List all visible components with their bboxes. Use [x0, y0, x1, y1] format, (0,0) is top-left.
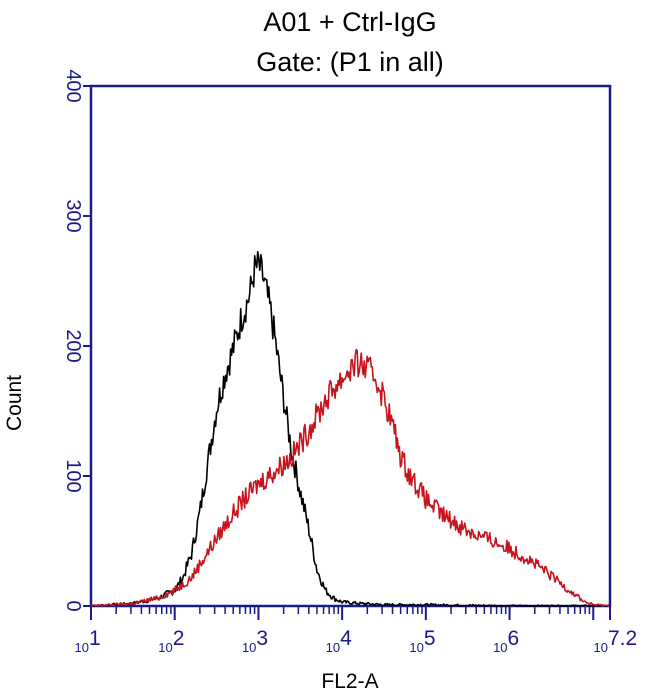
x-tick-label: 10 4	[326, 627, 352, 655]
y-tick-labels: 0 100 200 300 400	[62, 69, 84, 611]
control-histogram-line	[90, 250, 610, 607]
chart-subtitle: Gate: (P1 in all)	[256, 47, 444, 77]
x-tick-exponent: 2	[173, 627, 185, 650]
x-tick-label: 10 6	[493, 627, 519, 655]
x-tick-exponent: 6	[508, 627, 520, 650]
x-tick-base: 10	[409, 640, 423, 655]
sample-histogram-line	[90, 348, 610, 607]
y-tick-label: 0	[62, 600, 84, 611]
y-tick-marks	[83, 85, 91, 607]
x-tick-label: 10 5	[409, 627, 435, 655]
x-axis-label: FL2-A	[321, 670, 378, 693]
y-tick-label: 100	[62, 459, 84, 492]
x-tick-label: 10 3	[242, 627, 268, 655]
plot-frame	[89, 84, 612, 608]
x-tick-label: 10 7.2	[594, 627, 638, 655]
x-tick-base: 10	[493, 640, 507, 655]
chart-title: A01 + Ctrl-IgG	[263, 7, 436, 37]
x-tick-labels: 10 1 10 2 10 3 10 4 10 5 10 6 10 7.2	[75, 627, 638, 655]
x-tick-base: 10	[594, 640, 608, 655]
x-tick-label: 10 1	[75, 627, 101, 655]
y-tick-label: 200	[62, 329, 84, 362]
x-tick-exponent: 3	[256, 627, 268, 650]
y-tick-label: 400	[62, 69, 84, 102]
series-layer	[90, 250, 610, 607]
x-tick-base: 10	[158, 640, 172, 655]
x-tick-marks	[90, 606, 611, 620]
x-tick-base: 10	[326, 640, 340, 655]
x-tick-exponent: 1	[89, 627, 101, 650]
x-tick-exponent: 4	[340, 627, 352, 650]
x-tick-base: 10	[75, 640, 89, 655]
y-tick-label: 300	[62, 199, 84, 232]
x-tick-base: 10	[242, 640, 256, 655]
y-axis-label: Count	[3, 375, 26, 431]
x-tick-exponent: 7.2	[608, 627, 637, 650]
x-tick-exponent: 5	[424, 627, 436, 650]
x-tick-label: 10 2	[158, 627, 184, 655]
